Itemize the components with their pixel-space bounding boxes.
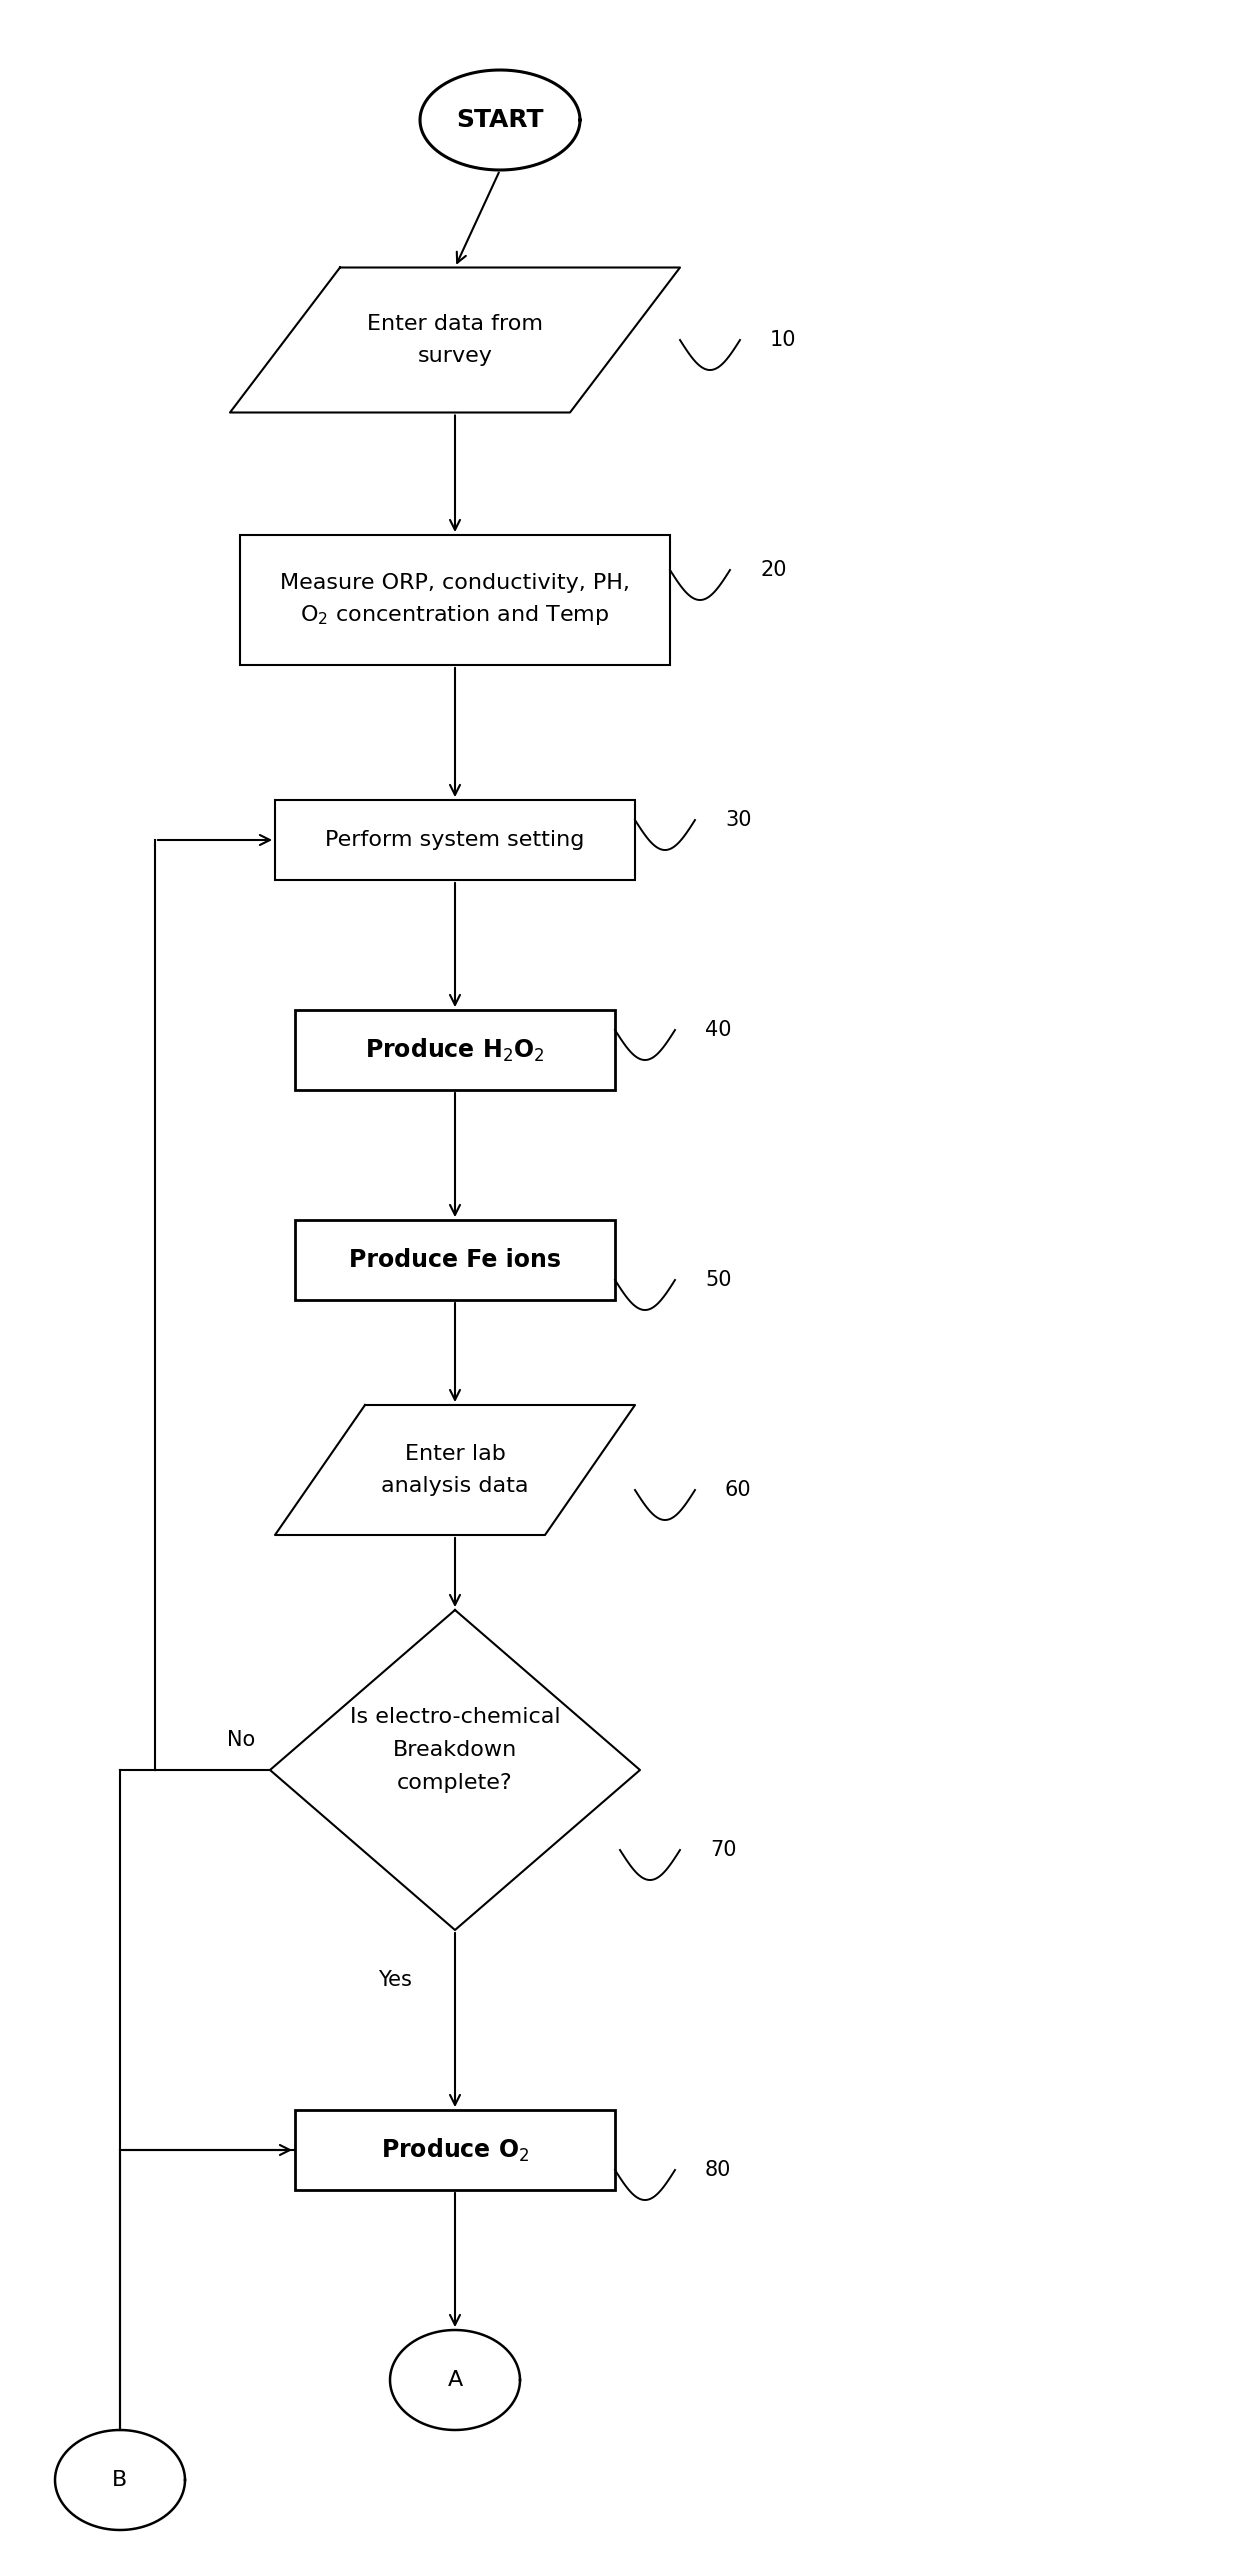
Text: 20: 20	[760, 560, 786, 580]
Text: Is electro-chemical
Breakdown
complete?: Is electro-chemical Breakdown complete?	[350, 1707, 560, 1794]
Text: 70: 70	[711, 1840, 737, 1860]
Polygon shape	[229, 268, 680, 411]
Text: 60: 60	[725, 1479, 751, 1500]
Text: A: A	[448, 2371, 463, 2389]
Text: Produce O$_2$: Produce O$_2$	[381, 2136, 529, 2164]
Text: Produce H$_2$O$_2$: Produce H$_2$O$_2$	[366, 1037, 544, 1063]
Text: B: B	[113, 2471, 128, 2491]
Text: Enter data from
survey: Enter data from survey	[367, 314, 543, 365]
Text: Perform system setting: Perform system setting	[325, 830, 585, 851]
Text: 80: 80	[706, 2159, 732, 2179]
Bar	[241, 534, 670, 664]
Bar	[295, 1009, 615, 1091]
Text: 10: 10	[770, 330, 796, 350]
Bar	[275, 800, 635, 879]
Polygon shape	[420, 69, 580, 171]
Text: START: START	[456, 107, 544, 133]
Bar	[295, 1219, 615, 1300]
Text: Measure ORP, conductivity, PH,
O$_2$ concentration and Temp: Measure ORP, conductivity, PH, O$_2$ con…	[280, 572, 630, 629]
Text: 50: 50	[706, 1270, 732, 1290]
Polygon shape	[270, 1610, 640, 1929]
Polygon shape	[391, 2330, 520, 2430]
Text: 30: 30	[725, 810, 751, 830]
Text: Enter lab
analysis data: Enter lab analysis data	[381, 1444, 528, 1497]
Text: Yes: Yes	[378, 1970, 412, 1990]
Polygon shape	[55, 2430, 185, 2529]
Bar	[295, 2110, 615, 2190]
Text: 40: 40	[706, 1019, 732, 1040]
Polygon shape	[275, 1405, 635, 1536]
Text: Produce Fe ions: Produce Fe ions	[348, 1247, 560, 1272]
Text: No: No	[227, 1730, 255, 1750]
